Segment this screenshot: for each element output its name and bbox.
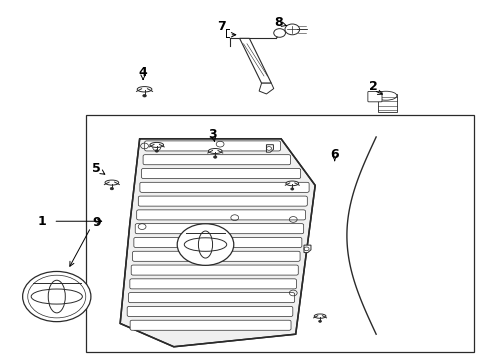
Circle shape (142, 94, 146, 97)
FancyBboxPatch shape (134, 238, 301, 248)
FancyBboxPatch shape (135, 224, 303, 234)
Polygon shape (120, 139, 315, 347)
Polygon shape (266, 145, 273, 152)
FancyBboxPatch shape (130, 320, 290, 330)
FancyBboxPatch shape (132, 251, 300, 261)
Circle shape (213, 156, 217, 158)
Text: 7: 7 (217, 20, 225, 33)
FancyBboxPatch shape (131, 265, 298, 275)
Circle shape (177, 224, 233, 265)
Ellipse shape (105, 180, 119, 185)
Text: 2: 2 (368, 80, 377, 93)
FancyBboxPatch shape (127, 306, 292, 316)
Text: 8: 8 (274, 16, 283, 29)
Circle shape (110, 188, 113, 190)
FancyBboxPatch shape (144, 141, 280, 151)
Circle shape (290, 188, 293, 190)
FancyBboxPatch shape (137, 210, 305, 220)
Text: 1: 1 (38, 215, 46, 228)
Bar (86, 116, 473, 352)
Polygon shape (304, 245, 310, 253)
Polygon shape (259, 83, 273, 94)
FancyBboxPatch shape (130, 279, 296, 289)
Ellipse shape (314, 314, 325, 318)
Ellipse shape (150, 143, 163, 148)
Ellipse shape (208, 149, 222, 153)
Circle shape (273, 29, 285, 37)
Ellipse shape (137, 87, 152, 92)
FancyBboxPatch shape (141, 168, 300, 179)
FancyBboxPatch shape (128, 293, 294, 303)
FancyBboxPatch shape (143, 155, 290, 165)
Text: 6: 6 (330, 148, 338, 161)
Polygon shape (239, 39, 271, 83)
Text: 5: 5 (92, 162, 101, 175)
FancyBboxPatch shape (367, 91, 381, 102)
Circle shape (155, 150, 158, 152)
Circle shape (22, 271, 91, 321)
FancyBboxPatch shape (138, 196, 306, 206)
Circle shape (318, 320, 321, 322)
Bar (377, 94, 396, 112)
Ellipse shape (285, 181, 298, 186)
Circle shape (285, 24, 299, 35)
Text: 9: 9 (92, 216, 101, 229)
FancyBboxPatch shape (140, 182, 308, 192)
Text: 3: 3 (208, 127, 217, 141)
Ellipse shape (374, 91, 396, 100)
Text: 4: 4 (139, 66, 147, 79)
